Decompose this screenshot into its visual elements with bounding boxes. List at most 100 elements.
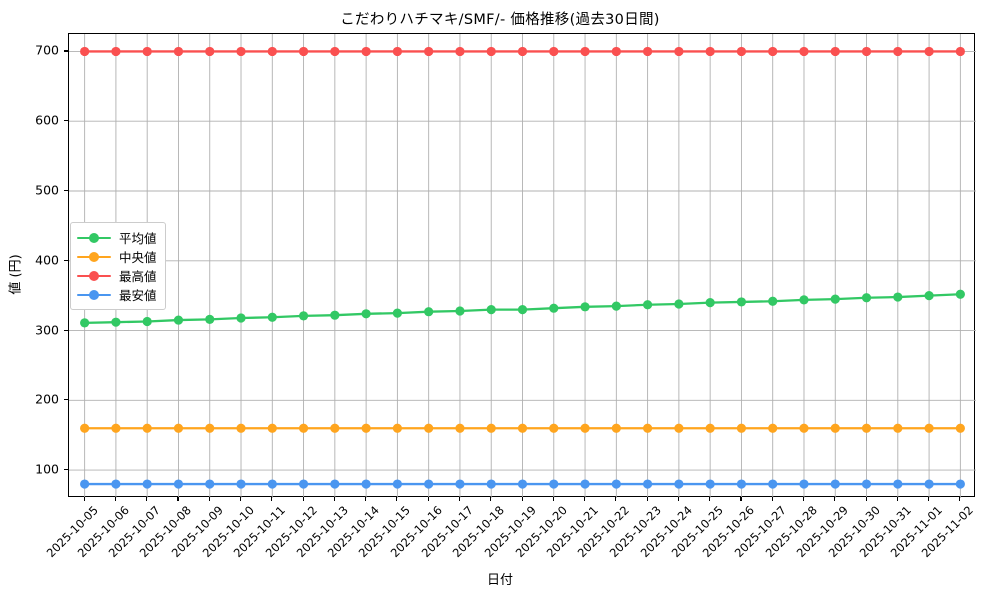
- series-marker: [955, 423, 965, 433]
- legend-label: 最高値: [119, 269, 157, 284]
- series-marker: [424, 307, 434, 317]
- series-marker: [611, 423, 621, 433]
- series-marker: [173, 479, 184, 489]
- series-marker: [643, 423, 653, 433]
- series-marker: [236, 313, 246, 323]
- series-marker: [768, 46, 778, 57]
- series-marker: [142, 316, 152, 327]
- series-marker: [80, 479, 90, 489]
- series-marker: [486, 423, 496, 433]
- legend-swatch-icon: [77, 288, 111, 302]
- series-marker: [424, 46, 434, 57]
- series-marker: [580, 479, 590, 489]
- series-marker: [830, 46, 840, 57]
- series-marker: [267, 312, 277, 322]
- series-marker: [142, 423, 152, 433]
- y-axis-title: 値 (円): [8, 254, 24, 295]
- y-tick-label: 100: [35, 461, 59, 477]
- series-marker: [267, 423, 277, 433]
- series-marker: [455, 479, 465, 489]
- series-marker: [924, 423, 934, 433]
- series-marker: [830, 294, 840, 304]
- series-marker: [455, 46, 465, 57]
- series-marker: [674, 423, 684, 433]
- series-marker: [674, 479, 684, 489]
- legend-item-3[interactable]: 最高値: [77, 266, 157, 285]
- legend-item-4[interactable]: 最安値: [77, 285, 157, 304]
- y-tick-label: 300: [35, 322, 59, 338]
- series-marker: [517, 479, 528, 489]
- series-marker: [142, 479, 152, 489]
- series-marker: [298, 311, 309, 321]
- y-tick-label: 500: [35, 182, 59, 198]
- series-marker: [486, 479, 496, 489]
- series-marker: [549, 303, 559, 313]
- series-marker: [768, 479, 778, 489]
- series-marker: [111, 317, 121, 327]
- series-marker: [705, 46, 715, 57]
- series-marker: [80, 46, 90, 57]
- series-marker: [893, 292, 903, 302]
- series-marker: [330, 423, 340, 433]
- series-marker: [768, 423, 778, 433]
- legend-label: 最安値: [119, 288, 157, 303]
- legend-item-2[interactable]: 中央値: [77, 247, 157, 266]
- series-marker: [580, 423, 590, 433]
- series-marker: [455, 306, 465, 316]
- series-marker: [955, 479, 965, 489]
- plot-area: [68, 33, 976, 498]
- series-marker: [955, 46, 965, 57]
- series-marker: [861, 479, 872, 489]
- series-marker: [392, 308, 402, 318]
- series-marker: [893, 46, 903, 57]
- series-marker: [736, 423, 747, 433]
- series-marker: [455, 423, 465, 433]
- series-marker: [330, 46, 340, 57]
- series-marker: [298, 46, 309, 57]
- series-marker: [830, 423, 840, 433]
- series-marker: [205, 46, 215, 57]
- series-marker: [799, 479, 809, 489]
- series-marker: [267, 46, 277, 57]
- chart-title: こだわりハチマキ/SMF/- 価格推移(過去30日間): [340, 12, 660, 28]
- series-marker: [893, 423, 903, 433]
- y-tick-label: 700: [35, 42, 59, 58]
- x-axis-title: 日付: [486, 573, 513, 588]
- series-marker: [893, 479, 903, 489]
- series-marker: [549, 46, 559, 57]
- series-marker: [111, 423, 121, 433]
- legend-item-1[interactable]: 平均値: [77, 228, 157, 247]
- series-marker: [611, 46, 621, 57]
- series-marker: [298, 423, 309, 433]
- series-marker: [392, 423, 402, 433]
- series-marker: [111, 46, 121, 57]
- legend-label: 中央値: [119, 250, 157, 265]
- series-marker: [611, 301, 621, 311]
- series-marker: [705, 298, 715, 308]
- series-marker: [517, 305, 528, 315]
- series-marker: [924, 479, 934, 489]
- series-marker: [924, 46, 934, 57]
- series-marker: [142, 46, 152, 57]
- series-marker: [486, 46, 496, 57]
- series-marker: [643, 479, 653, 489]
- series-marker: [173, 46, 184, 57]
- legend-label: 平均値: [119, 231, 157, 246]
- chart-series-layer: [80, 46, 965, 489]
- series-marker: [361, 309, 371, 319]
- legend-swatch-icon: [77, 250, 111, 264]
- series-marker: [267, 479, 277, 489]
- series-marker: [736, 479, 747, 489]
- series-marker: [517, 423, 528, 433]
- series-marker: [236, 46, 246, 57]
- series-marker: [799, 423, 809, 433]
- legend-swatch-icon: [77, 231, 111, 245]
- series-marker: [861, 46, 872, 57]
- series-marker: [799, 46, 809, 57]
- series-marker: [705, 479, 715, 489]
- series-marker: [205, 479, 215, 489]
- series-marker: [392, 479, 402, 489]
- series-marker: [361, 479, 371, 489]
- series-marker: [924, 291, 934, 301]
- series-marker: [611, 479, 621, 489]
